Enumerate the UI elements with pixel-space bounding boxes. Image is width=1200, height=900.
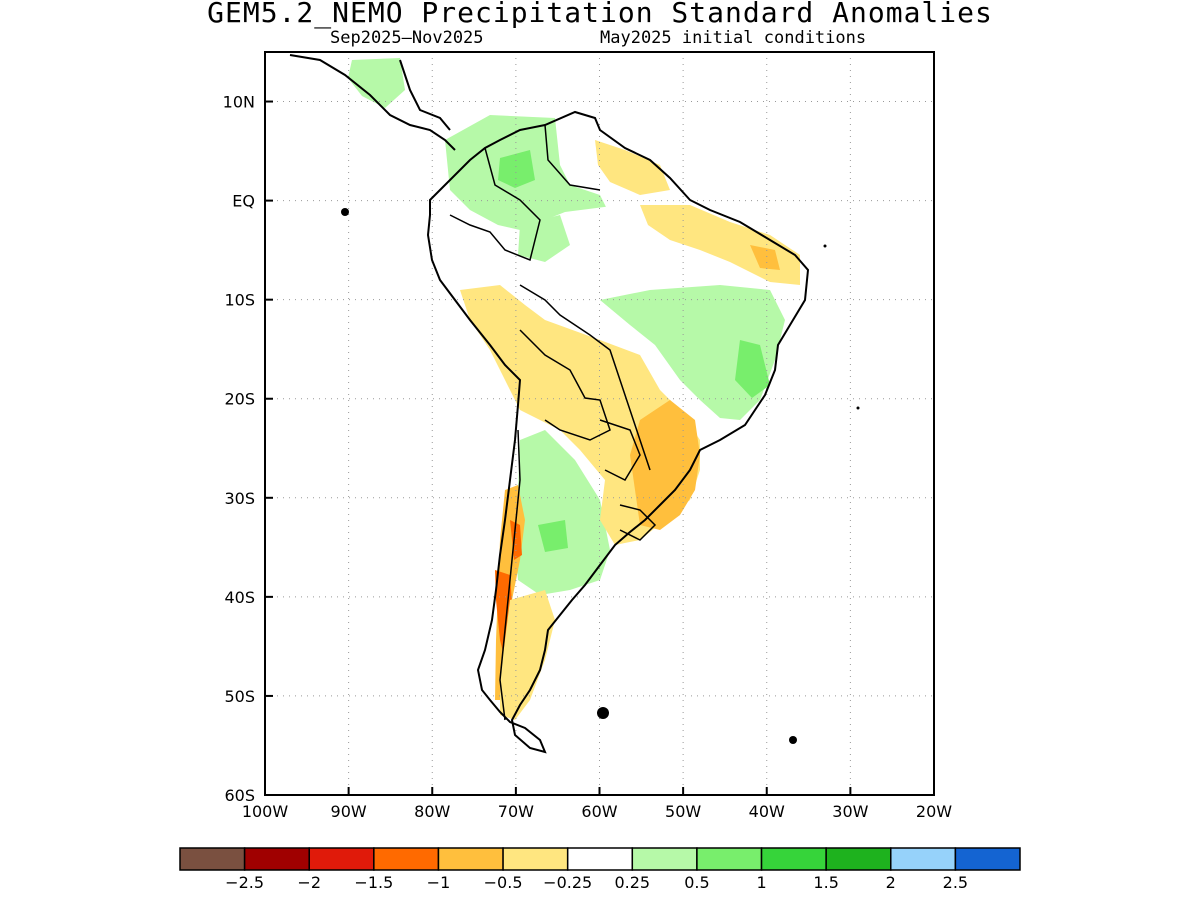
fernando-de-noronha [823, 244, 827, 248]
lon-tick-label: 90W [331, 802, 367, 821]
color-legend: −2.5 −2 −1.5 −1 −0.5 −0.25 0.25 0.5 1 1.5 2 2.5 [179, 847, 1021, 892]
lon-tick-label: 40W [749, 802, 785, 821]
lat-tick-label: 30S [224, 489, 255, 508]
legend-swatch [825, 847, 892, 871]
region-argentina-wet [515, 430, 610, 595]
lat-tick-label: 10N [223, 93, 255, 112]
legend-swatch [437, 847, 504, 871]
legend-label: −1 [427, 873, 451, 892]
legend-label: 0.5 [684, 873, 709, 892]
region-east-brazil-wet [600, 285, 785, 420]
lon-tick-label: 50W [665, 802, 701, 821]
legend-swatch [760, 847, 827, 871]
lat-tick-label: 10S [224, 291, 255, 310]
legend-label: 2.5 [943, 873, 968, 892]
legend-swatch [308, 847, 375, 871]
legend-swatch [179, 847, 246, 871]
lat-tick-label: 50S [224, 687, 255, 706]
lon-tick-label: 70W [498, 802, 534, 821]
legend-swatch [954, 847, 1021, 871]
lon-tick-label: 100W [242, 802, 289, 821]
axis-labels: 100W 90W 80W 70W 60W 50W 40W 30W 20W 10N EQ 10S 20S 3… [223, 93, 953, 821]
legend-swatch [566, 847, 634, 871]
lon-tick-label: 80W [414, 802, 450, 821]
region-central-brazil-dry [570, 340, 620, 395]
lon-tick-label: 60W [581, 802, 617, 821]
anomaly-fill-layer [348, 58, 805, 720]
region-argentina-core-wet [538, 520, 568, 552]
region-east-brazil-core-wet [735, 340, 770, 398]
legend-swatch [243, 847, 310, 871]
legend-label: −2 [297, 873, 321, 892]
lon-tick-label: 30W [832, 802, 868, 821]
border-uruguay [619, 504, 657, 541]
region-central-america-wet [348, 58, 405, 108]
legend-swatch [502, 847, 569, 871]
islands [341, 208, 860, 744]
border-colombia [449, 147, 541, 262]
coastlines [289, 54, 810, 754]
trindade-island [856, 406, 860, 410]
border-venezuela [544, 124, 601, 191]
lat-tick-label: EQ [232, 192, 255, 211]
initial-conditions: May2025 initial conditions [600, 28, 867, 48]
forecast-period: Sep2025–Nov2025 [330, 28, 484, 48]
legend-swatch [373, 847, 440, 871]
legend-swatch [696, 847, 763, 871]
south-georgia-island [789, 736, 797, 744]
region-colombia-core-wet [498, 150, 535, 188]
caribbean-coastline [399, 59, 451, 131]
legend-label: −1.5 [354, 873, 393, 892]
country-borders [449, 124, 657, 721]
border-brazil-west [519, 284, 651, 471]
legend-label: −0.5 [484, 873, 523, 892]
falkland-islands [597, 707, 609, 719]
lat-tick-label: 60S [224, 786, 255, 805]
region-guiana-dry [595, 140, 670, 195]
legend-label: 0.25 [614, 873, 650, 892]
region-south-brazil-dry [630, 400, 700, 530]
lat-tick-label: 40S [224, 588, 255, 607]
legend-swatch [890, 847, 957, 871]
lat-tick-label: 20S [224, 390, 255, 409]
region-northeast-brazil-core-dry [750, 245, 780, 270]
galapagos-islands [341, 208, 349, 216]
legend-label: 2 [886, 873, 896, 892]
border-bolivia [519, 329, 611, 441]
region-amazon-core-wet [518, 215, 570, 262]
lon-tick-label: 20W [916, 802, 952, 821]
south-america-coastline [426, 110, 810, 754]
border-argentina-chile [499, 429, 521, 721]
chart-title: GEM5.2_NEMO Precipitation Standard Anoma… [207, 0, 993, 29]
region-patagonia-dry [500, 590, 555, 720]
legend-swatch [631, 847, 698, 871]
central-america-coastline [289, 54, 456, 151]
legend-label: −0.25 [543, 873, 592, 892]
legend-label: 1.5 [813, 873, 838, 892]
border-paraguay [599, 419, 641, 481]
legend-label: −2.5 [225, 873, 264, 892]
legend-label: 1 [756, 873, 766, 892]
